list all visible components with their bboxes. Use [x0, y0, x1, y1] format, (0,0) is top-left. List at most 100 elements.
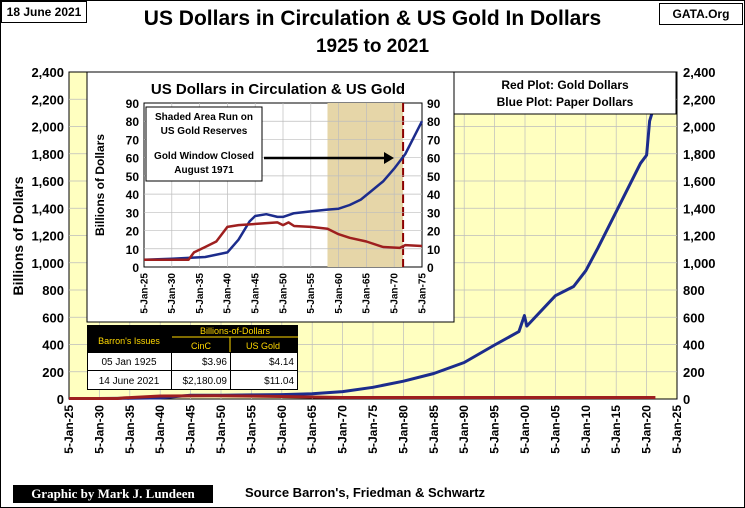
- x-tick-label: 5-Jan-90: [457, 405, 471, 454]
- y-tick-label: 80: [126, 115, 140, 129]
- gold-dollars-line: [69, 394, 656, 400]
- shaded-gold-run-area: [327, 103, 404, 267]
- y-tick-label: 2,000: [31, 120, 64, 135]
- arrow-head: [384, 152, 394, 164]
- annotation-line-2: US Gold Reserves: [161, 126, 248, 137]
- y-tick-label-right: 2,200: [683, 92, 716, 107]
- annotation-line-4: August 1971: [174, 165, 234, 176]
- table-col-gold: US Gold: [246, 341, 280, 351]
- author-credit: Graphic by Mark J. Lundeen: [13, 485, 213, 503]
- table-row-header: Barron's Issues: [98, 336, 160, 346]
- x-tick-label: 5-Jan-30: [92, 405, 106, 454]
- x-tick-label: 5-Jan-10: [579, 405, 593, 454]
- x-tick-label: 5-Jan-65: [362, 273, 373, 314]
- y-tick-label: 10: [126, 243, 140, 257]
- table-cell: [231, 371, 297, 389]
- y-tick-label: 0: [132, 261, 139, 275]
- y-tick-label: 2,400: [31, 65, 64, 80]
- x-tick-label: 5-Jan-55: [244, 405, 258, 454]
- x-tick-label: 5-Jan-95: [488, 405, 502, 454]
- x-tick-label: 5-Jan-65: [305, 405, 319, 454]
- x-tick-label: 5-Jan-70: [390, 273, 401, 314]
- y-tick-label-right: 0: [683, 392, 690, 407]
- y-tick-label-right: 600: [683, 310, 705, 325]
- annotation-line-1: Shaded Area Run on: [155, 112, 253, 123]
- chart-subtitle: 1925 to 2021: [315, 36, 430, 57]
- x-tick-label: 5-Jan-35: [195, 273, 206, 314]
- y-tick-label: 1,600: [31, 174, 64, 189]
- y-tick-label: 40: [126, 188, 140, 202]
- paper-dollars-line: [143, 120, 424, 261]
- table-cell: [172, 371, 230, 389]
- legend-red: Red Plot: Gold Dollars: [501, 78, 629, 92]
- table-cell: [231, 353, 297, 370]
- y-tick-label: 1,000: [31, 256, 64, 271]
- x-tick-label: 5-Jan-25: [670, 405, 684, 454]
- inset-chart: US Dollars in Circulation & US Gold 0 0 10…: [86, 71, 455, 323]
- data-table: Barron's Issues Billions-of-Dollars CinC…: [87, 325, 298, 390]
- y-tick-label-right: 20: [427, 225, 441, 239]
- y-tick-label: 1,400: [31, 201, 64, 216]
- y-tick-label-right: 1,200: [683, 229, 716, 244]
- gold-dollars-line: [144, 221, 423, 261]
- inset-annotation-box: [145, 106, 263, 182]
- y-tick-label-right: 200: [683, 365, 705, 380]
- table-row-date: 14 June 2021: [99, 376, 160, 387]
- y-tick-label: 800: [42, 283, 64, 298]
- table-cell: [172, 353, 230, 370]
- x-tick-label: 5-Jan-15: [609, 405, 623, 454]
- y-tick-label-right: 1,800: [683, 147, 716, 162]
- y-tick-label-right: 2,400: [683, 65, 716, 80]
- y-tick-label-right: 90: [427, 97, 441, 111]
- y-tick-label: 20: [126, 225, 140, 239]
- y-tick-label: 600: [42, 310, 64, 325]
- y-tick-label: 1,200: [31, 229, 64, 244]
- table-row-cinc: $3.96: [202, 357, 227, 368]
- y-tick-label-right: 70: [427, 133, 441, 147]
- y-tick-label-right: 800: [683, 283, 705, 298]
- y-tick-label-right: 50: [427, 170, 441, 184]
- y-tick-label-right: 1,000: [683, 256, 716, 271]
- table-col-cinc: CinC: [191, 341, 212, 351]
- legend-box: [453, 71, 677, 115]
- annotation-line-3: Gold Window Closed: [154, 151, 254, 162]
- x-tick-label: 5-Jan-20: [640, 405, 654, 454]
- x-tick-label: 5-Jan-05: [548, 405, 562, 454]
- x-tick-label: 5-Jan-25: [62, 405, 76, 454]
- x-tick-label: 5-Jan-35: [123, 405, 137, 454]
- y-tick-label: 2,200: [31, 92, 64, 107]
- y-tick-label-right: 1,600: [683, 174, 716, 189]
- y-tick-label-right: 10: [427, 243, 441, 257]
- y-tick-label: 0: [57, 392, 64, 407]
- x-tick-label: 5-Jan-40: [153, 405, 167, 454]
- y-tick-label-right: 40: [427, 188, 441, 202]
- table-row-gold: $11.04: [264, 376, 294, 387]
- inset-y-label: Billions of Dollars: [93, 134, 107, 236]
- x-tick-label: 5-Jan-75: [366, 405, 380, 454]
- x-tick-label: 5-Jan-85: [427, 405, 441, 454]
- y-tick-label: 1,800: [31, 147, 64, 162]
- x-tick-label: 5-Jan-70: [336, 405, 350, 454]
- x-tick-label: 5-Jan-60: [275, 405, 289, 454]
- y-tick-label-right: 1,400: [683, 201, 716, 216]
- x-tick-label: 5-Jan-50: [278, 273, 289, 314]
- source-note: Source Barron's, Friedman & Schwartz: [245, 485, 486, 500]
- x-tick-label: 5-Jan-45: [251, 273, 262, 314]
- y-tick-label: 400: [42, 338, 64, 353]
- chart-title: US Dollars in Circulation & US Gold In D…: [143, 7, 602, 30]
- y-tick-label-right: 2,000: [683, 120, 716, 135]
- table-title: Billions-of-Dollars: [200, 326, 271, 336]
- table-row-cinc: $2,180.09: [183, 376, 228, 387]
- table-row-gold: $4.14: [269, 357, 294, 368]
- x-tick-label: 5-Jan-30: [167, 273, 178, 314]
- table-cell: [88, 353, 171, 370]
- x-tick-label: 5-Jan-00: [518, 405, 532, 454]
- legend-blue: Blue Plot: Paper Dollars: [497, 95, 634, 109]
- y-tick-label-right: 0: [427, 261, 434, 275]
- y-tick-label-right: 30: [427, 206, 441, 220]
- date-label: 18 June 2021: [1, 1, 87, 23]
- y-tick-label: 90: [126, 97, 140, 111]
- x-tick-label: 5-Jan-75: [417, 273, 428, 314]
- y-tick-label-right: 400: [683, 338, 705, 353]
